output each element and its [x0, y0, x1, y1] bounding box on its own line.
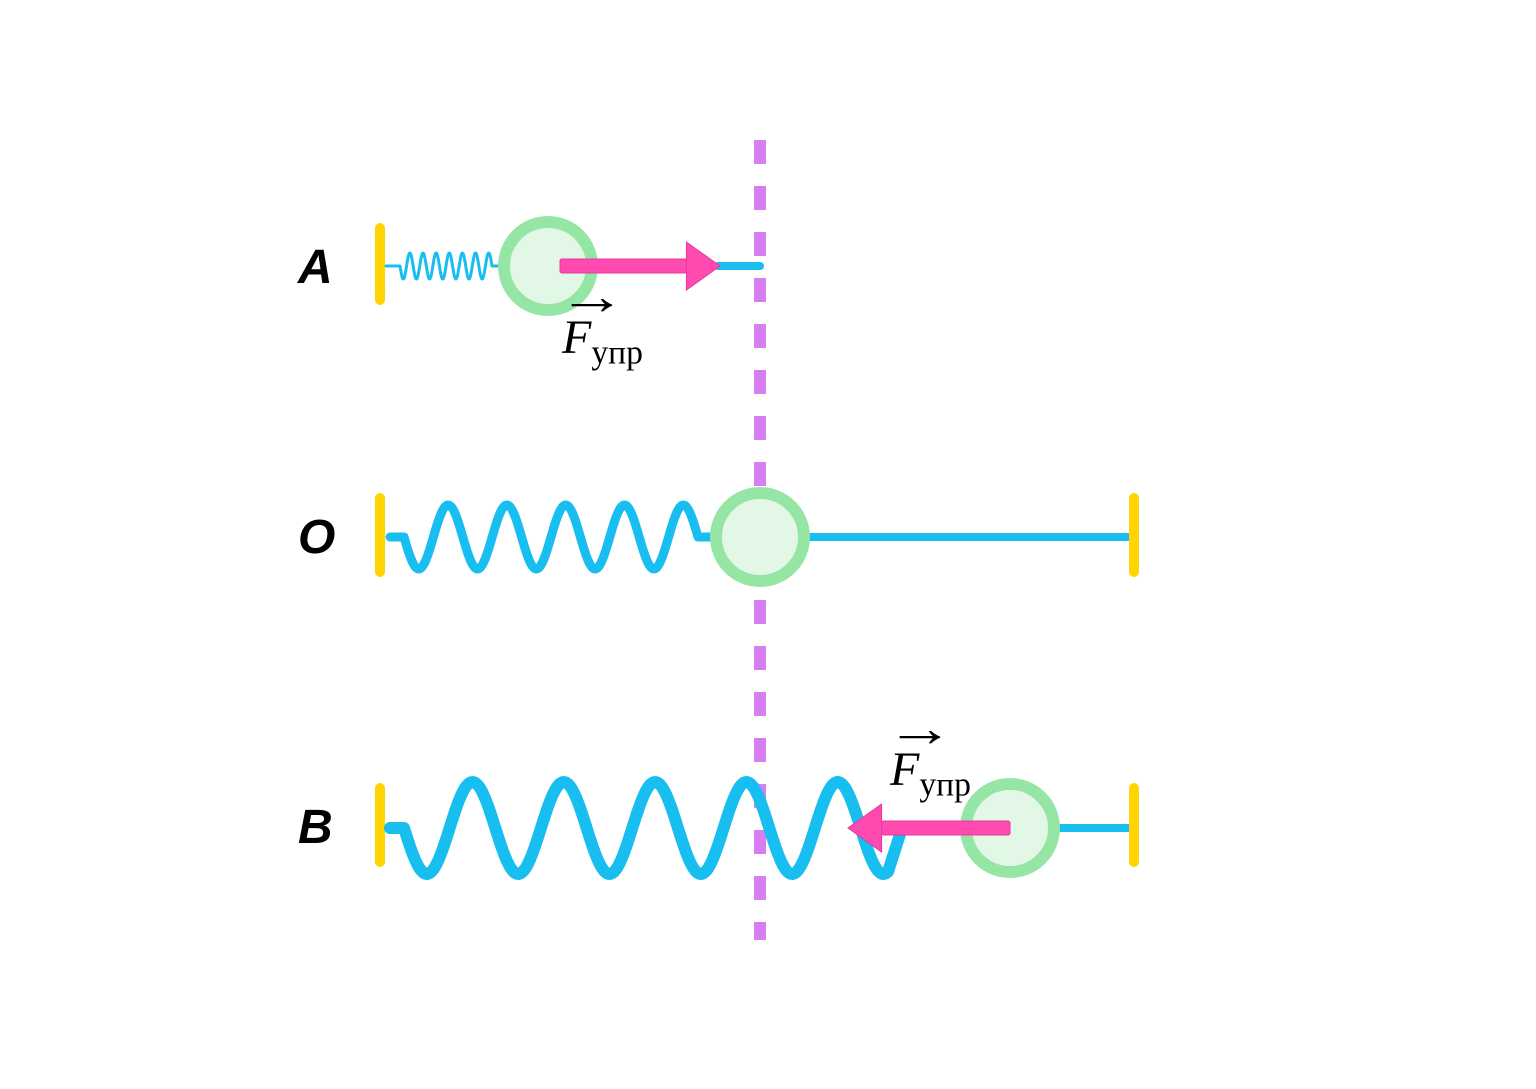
force-label-B: Fупр [890, 742, 971, 805]
force-A-symbol: F [562, 311, 591, 364]
label-A: A [298, 240, 333, 295]
force-A-subscript: упр [591, 335, 643, 372]
force-label-A: Fупр [562, 310, 643, 373]
force-B-subscript: упр [919, 767, 971, 804]
force-B-symbol: F [890, 743, 919, 796]
diagram-canvas: A O B Fупр Fупр [0, 0, 1536, 1089]
label-O: O [298, 510, 335, 565]
label-B: B [298, 800, 333, 855]
diagram-svg [0, 0, 1536, 1089]
